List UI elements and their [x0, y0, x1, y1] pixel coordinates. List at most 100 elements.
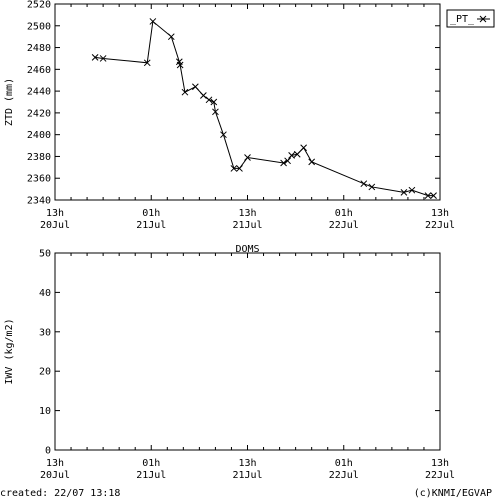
- x-tick-label-time: 13h: [46, 208, 64, 219]
- y-tick-label: 2500: [27, 21, 51, 32]
- data-point-stroke: [230, 165, 238, 172]
- data-point: [220, 131, 227, 139]
- data-point: [205, 96, 213, 104]
- x-tick-label-date: 21Jul: [136, 220, 166, 231]
- data-point-stroke: [175, 58, 183, 66]
- data-point: [210, 98, 218, 106]
- data-point: [430, 192, 437, 199]
- data-point-stroke: [210, 98, 218, 106]
- data-point-stroke: [212, 108, 219, 116]
- data-point: [176, 61, 184, 69]
- x-tick-label-time: 01h: [335, 458, 353, 469]
- data-point: [360, 180, 368, 188]
- chart-title: DOMS: [235, 244, 259, 255]
- data-point-stroke: [220, 131, 227, 139]
- data-point-stroke: [200, 92, 207, 99]
- series-line: [95, 20, 434, 197]
- y-tick-label: 20: [39, 367, 51, 378]
- x-tick-label-time: 01h: [335, 208, 353, 219]
- data-point: [280, 159, 287, 167]
- x-tick-label-date: 21Jul: [136, 470, 166, 481]
- x-tick-label-date: 20Jul: [40, 220, 70, 231]
- y-tick-label: 2400: [27, 130, 51, 141]
- data-point-stroke: [293, 150, 301, 158]
- x-tick-label-date: 22Jul: [425, 470, 455, 481]
- x-tick-label-date: 21Jul: [232, 220, 262, 231]
- footer-created: created: 22/07 13:18: [0, 488, 121, 499]
- data-point: [167, 33, 175, 41]
- data-point-stroke: [192, 83, 199, 91]
- data-point-stroke: [149, 18, 157, 25]
- y-tick-label: 40: [39, 288, 51, 299]
- data-point-stroke: [288, 152, 295, 159]
- legend-marker: [479, 15, 487, 23]
- y-tick-label: 2360: [27, 174, 51, 185]
- y-tick-label: 2480: [27, 43, 51, 54]
- plot-frame-0: [54, 3, 441, 201]
- data-point: [424, 192, 432, 199]
- data-point-stroke: [308, 158, 316, 166]
- x-tick-label-time: 01h: [142, 458, 160, 469]
- data-point: [143, 59, 151, 67]
- x-tick-label-time: 13h: [431, 208, 449, 219]
- y-tick-label: 50: [39, 249, 51, 260]
- data-point-stroke: [280, 159, 287, 167]
- y-axis-label: ZTD (mm): [4, 78, 15, 126]
- y-tick-label: 10: [39, 406, 51, 417]
- data-point-stroke: [143, 59, 151, 67]
- data-point-stroke: [424, 192, 432, 199]
- data-point: [400, 189, 408, 196]
- y-tick-label: 2440: [27, 87, 51, 98]
- data-point-stroke: [430, 192, 437, 199]
- x-tick-label-date: 20Jul: [40, 470, 70, 481]
- data-point: [212, 108, 219, 116]
- data-point: [200, 92, 207, 99]
- data-point: [244, 154, 251, 161]
- x-tick-label-date: 22Jul: [329, 220, 359, 231]
- data-point: [368, 183, 376, 191]
- data-point-stroke: [408, 186, 416, 194]
- y-tick-label: 30: [39, 327, 51, 338]
- data-point: [181, 88, 189, 96]
- data-point-stroke: [368, 183, 376, 191]
- y-axis-label: IWV (kg/m2): [4, 318, 15, 384]
- x-tick-label-time: 01h: [142, 208, 160, 219]
- x-tick-label-time: 13h: [46, 458, 64, 469]
- data-point: [99, 55, 107, 62]
- y-tick-label: 2460: [27, 65, 51, 76]
- data-point: [236, 165, 243, 172]
- y-tick-label: 2420: [27, 108, 51, 119]
- data-point-stroke: [205, 96, 213, 104]
- data-point: [192, 83, 199, 91]
- y-tick-label: 2340: [27, 196, 51, 207]
- data-point-stroke: [181, 88, 189, 96]
- data-point-stroke: [167, 33, 175, 41]
- data-point: [308, 158, 316, 166]
- data-point: [284, 157, 291, 165]
- y-tick-label: 2520: [27, 0, 51, 11]
- data-point-stroke: [300, 144, 307, 152]
- data-point-stroke: [176, 61, 184, 69]
- data-point-stroke: [91, 54, 99, 61]
- data-point: [408, 186, 416, 194]
- data-point-stroke: [400, 189, 408, 196]
- data-point: [149, 18, 157, 25]
- data-point: [293, 150, 301, 158]
- x-tick-label-date: 22Jul: [329, 470, 359, 481]
- data-point: [288, 152, 295, 159]
- footer-credit: (c)KNMI/EGVAP: [413, 488, 492, 499]
- plot-frame-1: [54, 252, 441, 451]
- x-tick-label-time: 13h: [238, 208, 256, 219]
- data-point-stroke: [236, 165, 243, 172]
- data-point: [91, 54, 99, 61]
- y-tick-label: 2380: [27, 152, 51, 163]
- x-tick-label-date: 21Jul: [232, 470, 262, 481]
- data-point: [300, 144, 307, 152]
- data-point: [230, 165, 238, 172]
- legend-box: [446, 9, 495, 28]
- x-tick-label-time: 13h: [431, 458, 449, 469]
- y-tick-label: 0: [45, 446, 51, 457]
- legend-label: _PT_: [450, 14, 475, 25]
- data-point-stroke: [284, 157, 291, 165]
